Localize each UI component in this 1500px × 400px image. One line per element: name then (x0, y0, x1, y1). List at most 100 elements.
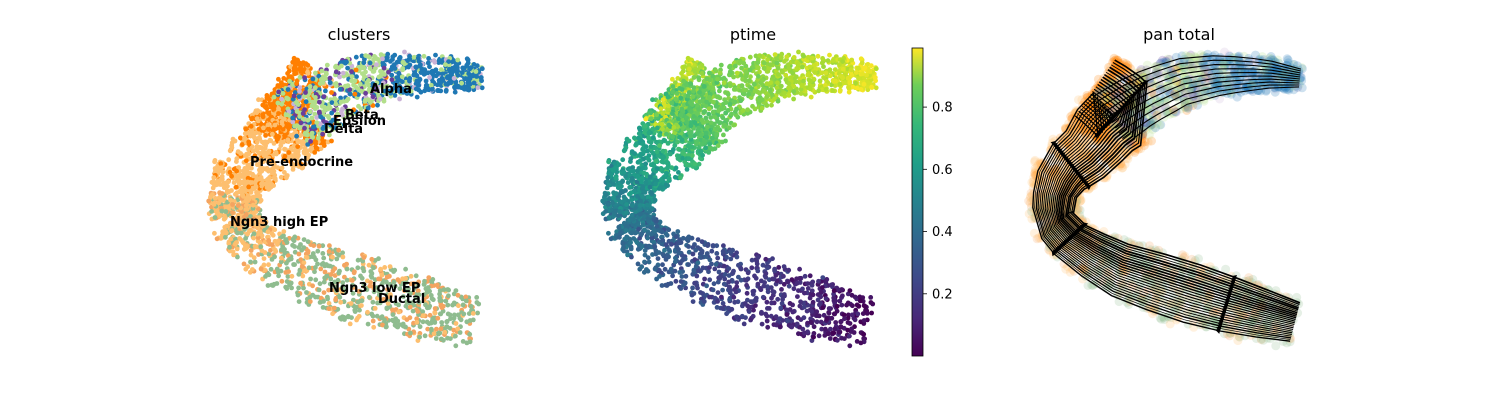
cell-point (310, 76, 316, 82)
cell-point (266, 262, 271, 268)
cell-point (252, 130, 258, 136)
cell-point (316, 287, 322, 293)
cell-point (329, 90, 334, 95)
cell-point (251, 255, 257, 261)
cell-point (470, 311, 476, 316)
cell-point (276, 134, 281, 140)
cell-point (381, 98, 387, 104)
cell-point (628, 168, 633, 174)
cell-point (246, 147, 252, 152)
cell-point (645, 231, 651, 237)
cell-point (769, 300, 774, 306)
cell-point (248, 248, 254, 253)
cell-point (458, 317, 464, 323)
cell-point (429, 70, 435, 76)
cell-point (421, 53, 427, 59)
cell-point (433, 52, 438, 58)
cell-point (264, 106, 270, 111)
cell-point (326, 249, 332, 254)
cell-point (789, 324, 795, 330)
cell-point (424, 319, 430, 325)
cell-point (308, 139, 313, 144)
cell-point (277, 125, 283, 130)
cell-point (295, 144, 301, 150)
cell-point (657, 143, 662, 149)
cell-point (378, 266, 383, 272)
cell-point (722, 272, 728, 277)
cell-point (652, 197, 658, 203)
cell-point (242, 135, 248, 141)
cell-point (357, 307, 362, 313)
cell-point (833, 320, 839, 325)
cell-point (381, 296, 387, 302)
cell-point (819, 285, 825, 290)
cell-point (258, 197, 264, 203)
cell-point (654, 112, 659, 118)
cell-point (279, 255, 284, 261)
cell-point (424, 289, 430, 295)
cell-point (361, 255, 367, 260)
cell-point (441, 337, 446, 343)
cell-point (704, 251, 710, 256)
cell-point (443, 62, 448, 67)
ptime-scatter (600, 49, 879, 349)
cell-point (389, 72, 395, 78)
cell-point (251, 231, 257, 237)
ptime-title: ptime (730, 25, 776, 44)
cell-point (352, 309, 358, 314)
cell-point (784, 312, 790, 317)
cluster-label-ductal: Ductal (378, 292, 425, 307)
cell-point (260, 112, 265, 118)
cell-point (326, 306, 332, 311)
cell-point (226, 179, 231, 185)
cell-point (276, 89, 281, 95)
cell-point (316, 243, 322, 249)
cell-point (705, 243, 711, 249)
cell-point (259, 181, 264, 187)
cell-point (422, 88, 428, 94)
cell-point (616, 213, 621, 219)
cell-point (628, 156, 634, 162)
cell-point (684, 162, 690, 168)
cell-point (417, 334, 422, 340)
cell-point (411, 281, 416, 286)
cell-point (471, 80, 477, 86)
cell-point (745, 270, 751, 276)
cell-point (778, 305, 784, 311)
cell-point (802, 273, 808, 279)
cell-point (850, 303, 855, 309)
cell-point (369, 271, 375, 276)
cell-point (297, 75, 303, 80)
cell-point (340, 314, 345, 320)
cell-point (370, 318, 376, 324)
cell-point (437, 288, 443, 294)
cell-point (439, 320, 445, 325)
cell-point (324, 62, 330, 68)
cell-point (382, 265, 388, 270)
cell-point (314, 145, 320, 151)
cell-point (278, 268, 284, 274)
cell-point (678, 175, 683, 181)
cell-point (252, 259, 258, 265)
cell-point (445, 302, 451, 308)
cell-point (234, 190, 240, 196)
cell-point (840, 293, 845, 299)
cell-point (443, 298, 449, 304)
cell-point (311, 243, 317, 249)
cell-point (413, 273, 419, 279)
cell-point (849, 312, 855, 318)
cell-point (794, 280, 800, 286)
cell-point (448, 316, 453, 322)
cell-point (642, 248, 648, 253)
cell-point (390, 312, 396, 317)
cell-point (436, 88, 442, 93)
cell-point (241, 168, 246, 174)
cell-point (252, 243, 258, 249)
cell-point (425, 285, 431, 290)
cell-point (219, 191, 225, 196)
cell-point (470, 72, 475, 78)
cell-point (261, 125, 266, 131)
cell-point (401, 294, 406, 299)
cell-point (296, 251, 302, 257)
cell-point (353, 67, 359, 73)
